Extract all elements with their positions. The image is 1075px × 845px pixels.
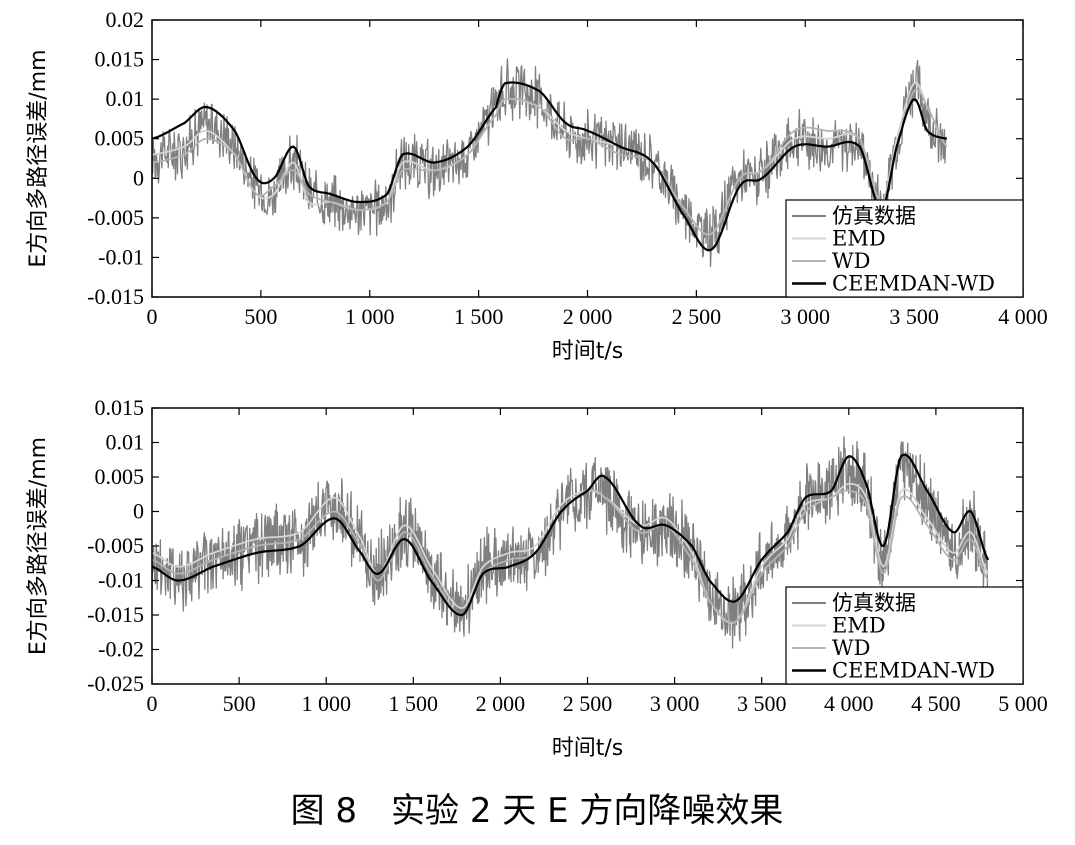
y-tick-label: -0.02 [98,637,144,662]
x-tick-label: 4 500 [911,691,961,716]
y-tick-label: 0.005 [95,126,145,151]
x-tick-label: 5 000 [998,691,1048,716]
series-line-2 [151,482,989,625]
x-tick-label: 0 [147,304,158,329]
series-line-1 [151,436,989,649]
legend-entry: CEEMDAN-WD [832,272,995,296]
x-tick-label: 2 000 [476,691,526,716]
x-tick-label: 3 000 [781,304,831,329]
x-tick-label: 500 [244,304,277,329]
x-tick-label: 1 000 [301,691,351,716]
x-axis-label: 时间t/s [552,736,624,761]
y-tick-label: -0.005 [87,205,144,230]
legend-entry: 仿真数据 [832,591,916,615]
figure-caption: 图 8 实验 2 天 E 方向降噪效果 [291,791,784,831]
y-tick-label: -0.015 [87,284,144,309]
series-line-4 [151,453,990,617]
x-axis-label: 时间t/s [552,339,624,364]
y-tick-label: -0.025 [87,671,144,696]
x-tick-label: 4 000 [998,304,1048,329]
x-tick-label: 3 000 [650,691,700,716]
series-line-3 [151,88,948,236]
x-tick-label: 2 500 [563,691,613,716]
y-tick-label: 0.02 [106,7,145,32]
x-tick-label: 1 000 [345,304,395,329]
series-line-4 [151,81,947,252]
series-layer [151,58,948,268]
legend-entry: WD [832,636,870,660]
x-tick-label: 1 500 [454,304,504,329]
legend-entry: EMD [832,227,886,251]
legend-entry: CEEMDAN-WD [832,659,995,683]
x-tick-label: 4 000 [824,691,874,716]
x-tick-label: 0 [147,691,158,716]
axis-ticks: 0 500 1 000 1 500 2 000 2 500 3 000 3 500 4 000 4… [87,395,1048,716]
series-layer [151,436,990,649]
y-tick-label: 0.005 [95,464,145,489]
y-tick-label: 0.01 [106,430,145,455]
x-tick-label: 3 500 [737,691,787,716]
chart-panel-bottom: 0 500 1 000 1 500 2 000 2 500 3 000 3 500 4 000 4… [26,395,1048,761]
axis-ticks: 0 500 1 000 1 500 2 000 2 500 3 000 3 500 4 000 -… [87,7,1048,329]
x-tick-label: 500 [223,691,256,716]
y-tick-label: -0.005 [87,533,144,558]
x-tick-label: 2 000 [563,304,613,329]
x-tick-label: 1 500 [389,691,439,716]
y-tick-label: 0 [133,499,144,524]
y-tick-label: -0.015 [87,602,144,627]
legend-entry: 仿真数据 [832,204,916,228]
chart-panel-top: 0 500 1 000 1 500 2 000 2 500 3 000 3 500 4 000 -… [26,7,1048,364]
y-axis-label: E方向多路径误差/mm [26,437,51,655]
y-tick-label: 0.015 [95,395,145,420]
x-tick-label: 2 500 [672,304,722,329]
y-tick-label: 0 [133,165,144,190]
y-tick-label: 0.01 [106,86,145,111]
y-tick-label: -0.01 [98,244,144,269]
y-tick-label: 0.015 [95,47,145,72]
y-tick-label: -0.01 [98,568,144,593]
legend-entry: EMD [832,614,886,638]
x-tick-label: 3 500 [889,304,939,329]
legend-entry: WD [832,249,870,273]
y-axis-label: E方向多路径误差/mm [26,49,51,267]
